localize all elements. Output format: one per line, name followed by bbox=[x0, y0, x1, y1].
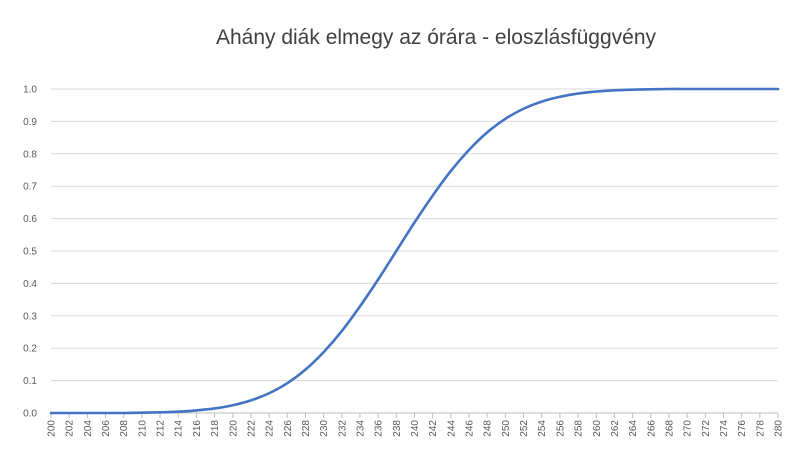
y-tick-label: 1.0 bbox=[23, 85, 37, 96]
x-tick-label: 256 bbox=[555, 420, 566, 437]
x-tick-label: 260 bbox=[592, 420, 603, 437]
y-tick-label: 0.5 bbox=[23, 247, 37, 258]
data-point bbox=[104, 412, 107, 415]
x-tick-label: 226 bbox=[283, 420, 294, 437]
x-tick-label: 218 bbox=[210, 420, 221, 437]
data-point bbox=[395, 250, 398, 253]
x-tick-label: 238 bbox=[392, 420, 403, 437]
data-point bbox=[250, 399, 253, 402]
y-tick-label: 0.3 bbox=[23, 311, 37, 322]
data-point bbox=[468, 149, 471, 152]
x-tick-label: 250 bbox=[501, 420, 512, 437]
x-tick-label: 272 bbox=[701, 420, 712, 437]
series-line bbox=[49, 87, 780, 415]
y-tick-label: 0.0 bbox=[23, 409, 37, 420]
data-point bbox=[413, 221, 416, 224]
data-point bbox=[341, 330, 344, 333]
data-point bbox=[486, 131, 489, 134]
data-point bbox=[431, 194, 434, 197]
data-point bbox=[522, 107, 525, 110]
x-tick-label: 280 bbox=[774, 420, 785, 437]
x-tick-label: 266 bbox=[646, 420, 657, 437]
x-tick-label: 276 bbox=[737, 420, 748, 437]
x-tick-label: 244 bbox=[446, 420, 457, 437]
y-tick-label: 0.1 bbox=[23, 376, 37, 387]
x-tick-label: 240 bbox=[410, 420, 421, 437]
y-tick-label: 0.2 bbox=[23, 344, 37, 355]
data-point bbox=[450, 170, 453, 173]
data-point bbox=[268, 392, 271, 395]
chart-title: Ahány diák elmegy az órára - eloszlásfüg… bbox=[215, 26, 657, 49]
data-point bbox=[631, 88, 634, 91]
data-point bbox=[68, 412, 71, 415]
data-point bbox=[577, 92, 580, 95]
y-tick-label: 0.6 bbox=[23, 214, 37, 225]
x-tick-label: 212 bbox=[156, 420, 167, 437]
x-tick-label: 208 bbox=[119, 420, 130, 437]
data-point bbox=[704, 88, 707, 91]
data-point bbox=[649, 88, 652, 91]
data-point bbox=[777, 88, 780, 91]
data-point bbox=[195, 409, 198, 412]
data-point bbox=[613, 89, 616, 92]
data-point bbox=[740, 88, 743, 91]
x-tick-label: 242 bbox=[428, 420, 439, 437]
x-tick-label: 204 bbox=[83, 420, 94, 437]
data-point bbox=[141, 411, 144, 414]
data-point bbox=[686, 88, 689, 91]
data-point bbox=[559, 95, 562, 98]
data-point bbox=[377, 278, 380, 281]
x-tick-label: 202 bbox=[65, 420, 76, 437]
x-tick-label: 214 bbox=[174, 420, 185, 437]
data-point bbox=[504, 118, 507, 121]
x-tick-label: 246 bbox=[465, 420, 476, 437]
x-tick-label: 258 bbox=[574, 420, 585, 437]
data-point bbox=[359, 305, 362, 308]
x-tick-label: 206 bbox=[101, 420, 112, 437]
data-point bbox=[722, 88, 725, 91]
y-tick-label: 0.4 bbox=[23, 279, 37, 290]
x-tick-label: 252 bbox=[519, 420, 530, 437]
x-tick-label: 268 bbox=[664, 420, 675, 437]
x-tick-label: 270 bbox=[683, 420, 694, 437]
data-point bbox=[86, 412, 89, 415]
x-tick-label: 220 bbox=[228, 420, 239, 437]
x-tick-label: 236 bbox=[374, 420, 385, 437]
y-tick-label: 0.7 bbox=[23, 182, 37, 193]
x-tick-label: 230 bbox=[319, 420, 330, 437]
x-tick-label: 200 bbox=[47, 420, 58, 437]
x-tick-label: 224 bbox=[265, 420, 276, 437]
x-tick-label: 254 bbox=[537, 420, 548, 437]
data-point bbox=[213, 407, 216, 410]
x-tick-label: 234 bbox=[355, 420, 366, 437]
data-point bbox=[159, 411, 162, 414]
data-point bbox=[322, 351, 325, 354]
data-point bbox=[304, 368, 307, 371]
y-tick-label: 0.8 bbox=[23, 149, 37, 160]
x-tick-label: 222 bbox=[246, 420, 257, 437]
data-point bbox=[595, 90, 598, 93]
data-point bbox=[759, 88, 762, 91]
data-point bbox=[177, 410, 180, 413]
x-tick-label: 216 bbox=[192, 420, 203, 437]
x-tick-label: 264 bbox=[628, 420, 639, 437]
data-point bbox=[122, 412, 125, 415]
x-tick-label: 248 bbox=[483, 420, 494, 437]
data-point bbox=[50, 412, 53, 415]
x-tick-label: 262 bbox=[610, 420, 621, 437]
data-point bbox=[540, 100, 543, 103]
x-tick-label: 232 bbox=[337, 420, 348, 437]
data-point bbox=[231, 404, 234, 407]
x-tick-label: 278 bbox=[755, 420, 766, 437]
x-tick-label: 228 bbox=[301, 420, 312, 437]
x-tick-label: 210 bbox=[137, 420, 148, 437]
data-point bbox=[668, 88, 671, 91]
x-tick-label: 274 bbox=[719, 420, 730, 437]
data-point bbox=[286, 382, 289, 385]
y-tick-label: 0.9 bbox=[23, 117, 37, 128]
